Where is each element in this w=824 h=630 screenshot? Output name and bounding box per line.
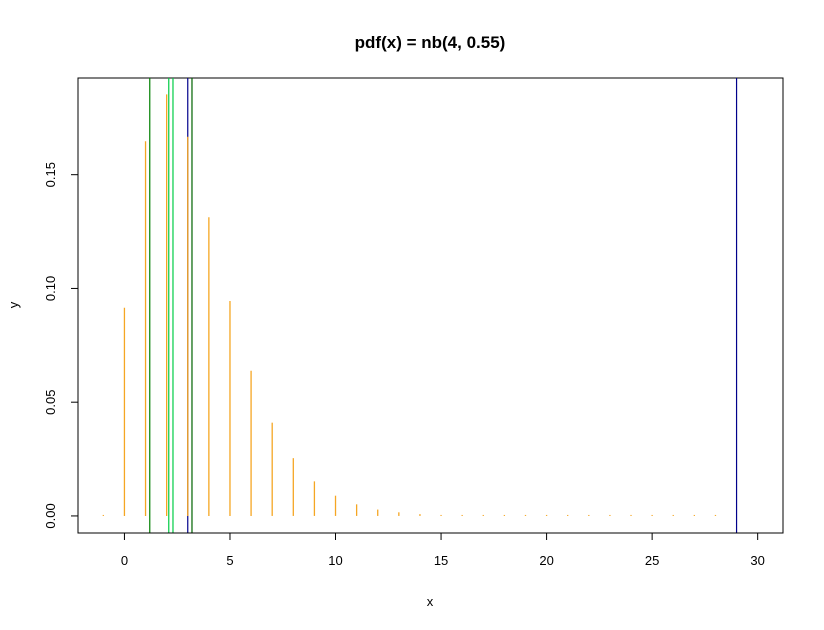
x-tick-label: 25 bbox=[645, 553, 659, 568]
y-tick-label: 0.15 bbox=[43, 162, 58, 187]
y-axis: 0.00 0.05 0.10 0.15 bbox=[43, 162, 79, 529]
x-tick-label: 0 bbox=[121, 553, 128, 568]
pmf-series bbox=[102, 94, 717, 516]
x-tick-label: 10 bbox=[328, 553, 342, 568]
y-tick-label: 0.05 bbox=[43, 390, 58, 415]
x-axis: 0 5 10 15 20 25 30 bbox=[121, 532, 765, 568]
y-tick-label: 0.10 bbox=[43, 276, 58, 301]
x-axis-label: x bbox=[427, 594, 434, 609]
x-tick-label: 20 bbox=[539, 553, 553, 568]
x-tick-label: 5 bbox=[226, 553, 233, 568]
plot-frame bbox=[77, 77, 784, 534]
reference-lines bbox=[149, 78, 738, 533]
x-tick-label: 30 bbox=[750, 553, 764, 568]
y-tick-label: 0.00 bbox=[43, 503, 58, 528]
chart-title: pdf(x) = nb(4, 0.55) bbox=[355, 33, 506, 52]
y-axis-label: y bbox=[6, 301, 21, 308]
x-tick-label: 15 bbox=[434, 553, 448, 568]
